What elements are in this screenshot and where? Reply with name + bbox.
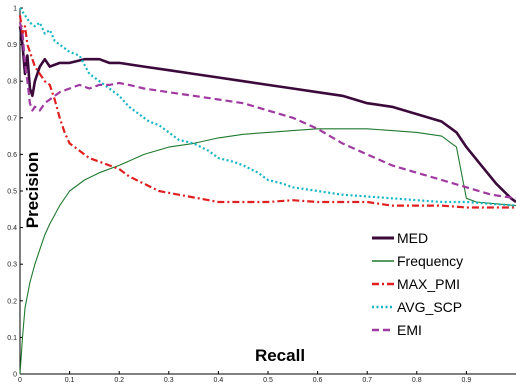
series-line-max-pmi	[18, 15, 516, 209]
y-axis-ticks: 0 0.1 0.2 0.3 0.4 0.5 0.6 0.7 0.8 0.9 1	[7, 6, 23, 379]
x-tick-label: 0.6	[313, 377, 323, 384]
y-tick-label: 0.8	[7, 79, 17, 86]
x-axis-ticks: 0 0.1 0.2 0.3 0.4 0.5 0.6 0.7 0.8 0.9	[18, 371, 471, 384]
legend: MED Frequency MAX_PMI AVG_SCP EMI	[372, 230, 463, 338]
y-tick-label: 0.4	[7, 225, 17, 232]
x-tick-label: 0.9	[462, 377, 472, 384]
legend-label: MED	[397, 230, 428, 246]
x-axis-title: Recall	[255, 346, 305, 365]
x-tick-label: 0.2	[114, 377, 124, 384]
x-tick-label: 0.7	[362, 377, 372, 384]
plot-frame	[19, 8, 516, 375]
y-tick-label: 0.3	[7, 262, 17, 269]
y-axis-title: Precision	[23, 152, 42, 229]
y-tick-label: 0.7	[7, 115, 17, 122]
series-line-frequency	[19, 128, 516, 375]
x-tick-label: 0.8	[412, 377, 422, 384]
legend-label: AVG_SCP	[397, 299, 462, 315]
y-tick-label: 0.2	[7, 298, 17, 305]
y-tick-label: 0	[13, 372, 17, 379]
y-tick-label: 1	[13, 6, 17, 13]
legend-label: Frequency	[397, 253, 463, 269]
x-tick-label: 0.1	[65, 377, 75, 384]
legend-label: EMI	[397, 322, 422, 338]
y-tick-label: 0.9	[7, 42, 17, 49]
series-line-emi	[18, 22, 516, 200]
y-tick-label: 0.1	[7, 335, 17, 342]
series-line-avg-scp	[19, 7, 516, 207]
y-tick-label: 0.6	[7, 152, 17, 159]
series-line-med	[18, 26, 516, 204]
x-tick-label: 0.3	[164, 377, 174, 384]
y-tick-label: 0.5	[7, 189, 17, 196]
series-lines	[18, 7, 516, 375]
x-tick-label: 0	[18, 377, 22, 384]
x-tick-label: 0.5	[263, 377, 273, 384]
legend-label: MAX_PMI	[397, 276, 460, 292]
x-tick-label: 0.4	[214, 377, 224, 384]
